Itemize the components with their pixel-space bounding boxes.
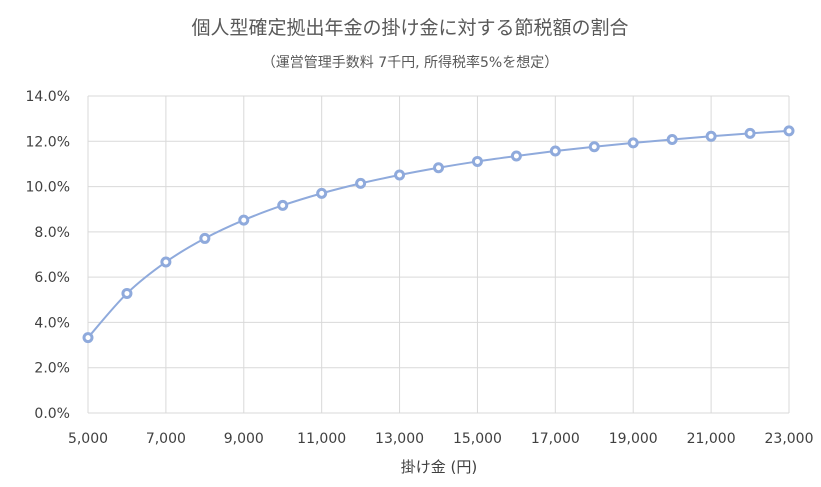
chart-subtitle: （運営管理手数料 7千円, 所得税率5%を想定） <box>262 54 558 71</box>
x-tick-label: 23,000 <box>765 431 814 447</box>
x-tick-label: 21,000 <box>687 431 736 447</box>
data-point <box>316 187 328 199</box>
y-tick-label: 10.0% <box>26 180 70 196</box>
data-point <box>121 287 133 299</box>
x-tick-label: 7,000 <box>146 431 186 447</box>
data-point <box>82 332 94 344</box>
x-tick-label: 17,000 <box>531 431 580 447</box>
series <box>82 125 795 344</box>
data-point <box>783 125 795 137</box>
grid-lines <box>87 95 790 414</box>
data-point <box>705 130 717 142</box>
data-point <box>199 232 211 244</box>
y-tick-label: 0.0% <box>34 406 70 422</box>
data-point <box>160 256 172 268</box>
series-line <box>87 129 790 339</box>
y-tick-label: 2.0% <box>34 361 70 377</box>
data-point <box>744 127 756 139</box>
x-tick-labels: 5,000 7,000 9,000 11,000 13,000 15,000 17,000 1… <box>68 431 814 447</box>
data-point <box>510 150 522 162</box>
data-point <box>471 155 483 167</box>
x-axis-label: 掛け金 (円) <box>401 458 477 476</box>
chart-title: 個人型確定拠出年金の掛け金に対する節税額の割合 <box>191 17 628 39</box>
y-tick-label: 12.0% <box>26 134 70 150</box>
y-tick-label: 6.0% <box>34 270 70 286</box>
data-point <box>238 214 250 226</box>
x-tick-label: 15,000 <box>453 431 502 447</box>
y-tick-label: 4.0% <box>34 315 70 331</box>
data-point <box>549 145 561 157</box>
y-tick-labels: 0.0% 2.0% 4.0% 6.0% 8.0% 10.0% 12.0% 14.0% <box>26 89 70 422</box>
y-tick-label: 14.0% <box>26 89 70 105</box>
data-point <box>355 177 367 189</box>
x-tick-label: 5,000 <box>68 431 108 447</box>
data-point <box>394 169 406 181</box>
x-tick-label: 13,000 <box>375 431 424 447</box>
y-tick-label: 8.0% <box>34 225 70 241</box>
x-tick-label: 19,000 <box>609 431 658 447</box>
x-tick-label: 11,000 <box>297 431 346 447</box>
data-point <box>277 199 289 211</box>
data-point <box>433 162 444 174</box>
x-tick-label: 9,000 <box>224 431 264 447</box>
data-point <box>588 141 600 153</box>
data-point <box>666 133 678 145</box>
data-point <box>627 137 639 149</box>
